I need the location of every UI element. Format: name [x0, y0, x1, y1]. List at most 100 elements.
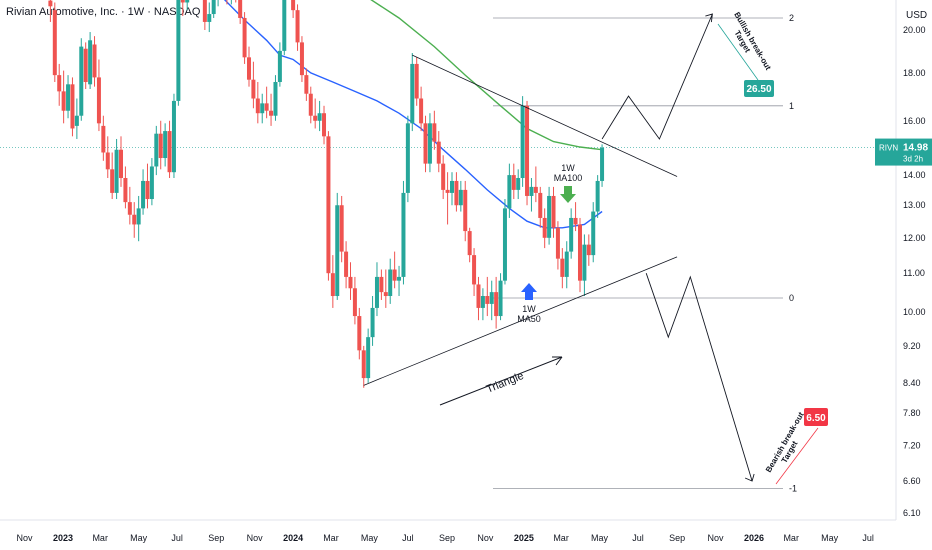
fib-levels: 2 1 0 -1 [493, 13, 797, 493]
candle-body [410, 63, 415, 124]
candle [344, 241, 349, 289]
candle [467, 227, 472, 263]
candle [185, 0, 190, 11]
candle-body [282, 0, 287, 51]
candle [167, 120, 172, 179]
candle-body [326, 136, 331, 274]
triangle-arrowhead-icon [552, 356, 563, 366]
candle-body [538, 192, 543, 218]
candle-body [480, 296, 485, 308]
bullish-projection-path[interactable] [601, 13, 713, 140]
candle-body [83, 48, 88, 83]
candle [119, 136, 124, 187]
candle [264, 86, 269, 119]
triangle-upper-line[interactable] [412, 54, 678, 177]
candle-body [401, 192, 406, 277]
candle [246, 46, 251, 87]
candle [308, 86, 313, 124]
bull-target-badge[interactable]: 26.50 [744, 80, 774, 97]
candle-body [582, 244, 587, 281]
candles [48, 0, 605, 388]
candle [476, 276, 481, 321]
candle [282, 0, 287, 56]
candle [374, 262, 379, 317]
candle-body [304, 75, 309, 94]
candle [70, 77, 75, 137]
candle-body [379, 276, 384, 293]
time-tick-label: 2023 [53, 533, 73, 543]
price-tick-label: 12.00 [903, 233, 926, 243]
candle-body [154, 133, 159, 167]
candle [61, 70, 66, 124]
candle-body [357, 316, 362, 351]
bearish-projection-path[interactable] [645, 273, 755, 482]
candle-body [255, 98, 260, 114]
price-axis-panel[interactable] [896, 0, 932, 550]
triangle-lower-line[interactable] [363, 256, 678, 386]
candle [230, 0, 232, 5]
price-badge[interactable]: RIVN 14.98 3d 2h [875, 138, 932, 166]
candle [322, 105, 327, 145]
bear-target-badge[interactable]: 6.50 [804, 408, 828, 426]
candle-body [322, 113, 327, 137]
ma50-annotation-line-2: MA50 [517, 314, 541, 324]
candle [401, 180, 406, 285]
badge-price: 14.98 [903, 143, 928, 154]
candle [110, 152, 115, 200]
candle-body [586, 244, 591, 256]
candle-body [105, 152, 110, 170]
fib-level-label: -1 [789, 483, 797, 493]
badge-countdown: 3d 2h [903, 155, 923, 164]
candle [560, 248, 565, 289]
candle [251, 61, 256, 109]
candle-body [476, 284, 481, 308]
candle [171, 93, 176, 179]
candle-body [533, 186, 538, 193]
price-tick-label: 11.00 [903, 268, 925, 278]
candle [533, 166, 538, 203]
candle [57, 63, 62, 106]
candle [141, 169, 146, 215]
candle [52, 2, 57, 83]
candle-body [52, 10, 57, 76]
candle [507, 163, 512, 218]
candle [154, 125, 159, 176]
candle [366, 328, 371, 383]
candle-body [573, 217, 578, 225]
candle [277, 42, 282, 87]
candle-body [57, 75, 62, 92]
candle-body [467, 231, 472, 256]
candle [525, 100, 530, 206]
candle-body [330, 273, 335, 297]
candle-body [551, 195, 556, 228]
candle-body [308, 93, 313, 116]
time-tick-label: Nov [477, 533, 494, 543]
time-tick-label: May [821, 533, 839, 543]
candle-body [525, 105, 530, 196]
price-tick-label: 16.00 [903, 116, 926, 126]
candle [502, 199, 507, 285]
candle [582, 234, 587, 297]
ma50-line [223, 0, 603, 229]
candle-body [242, 17, 247, 58]
candle-body [555, 227, 560, 259]
candle-body [564, 251, 569, 277]
ma100-arrow-icon [560, 186, 576, 203]
candle [304, 68, 309, 101]
candle [235, 0, 237, 3]
candle [101, 115, 106, 161]
candle-body [92, 44, 97, 78]
candle-body [335, 205, 340, 297]
time-axis-ticks[interactable]: Nov 2023 Mar May Jul Sep Nov 2024 Mar May Jul Sep No… [17, 533, 874, 543]
time-tick-label: Mar [783, 533, 799, 543]
candle [432, 110, 437, 150]
candle-body [74, 115, 79, 126]
candle-body [569, 217, 574, 252]
candle-body [450, 180, 455, 193]
candle-body [600, 147, 605, 181]
candle [132, 202, 137, 238]
candle-body [246, 57, 251, 80]
candle-body [445, 189, 450, 193]
ma100-annotation-line-1: 1W [561, 163, 575, 173]
